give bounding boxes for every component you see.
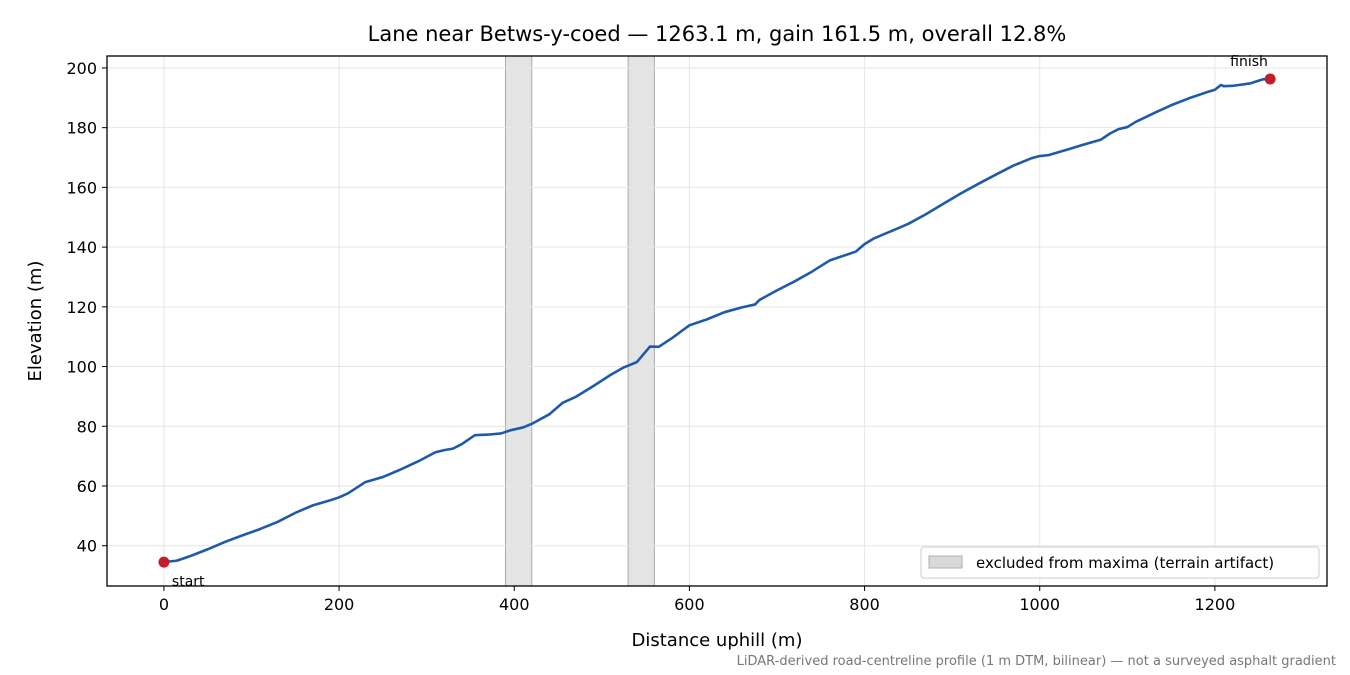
- finish-marker: [1264, 73, 1276, 85]
- x-tick-label: 1200: [1195, 595, 1236, 614]
- y-tick-label: 160: [66, 178, 97, 197]
- x-tick-label: 400: [499, 595, 530, 614]
- x-tick-label: 800: [849, 595, 880, 614]
- y-axis-label: Elevation (m): [25, 261, 46, 382]
- y-tick-label: 40: [77, 537, 97, 556]
- y-tick-label: 120: [66, 298, 97, 317]
- elevation-line: [162, 77, 1272, 564]
- x-tick-label: 0: [159, 595, 169, 614]
- x-axis-label: Distance uphill (m): [632, 630, 803, 651]
- footnote: LiDAR-derived road-centreline profile (1…: [737, 654, 1336, 669]
- y-tick-label: 100: [66, 358, 97, 377]
- legend-box: [920, 546, 1320, 579]
- excluded-band-1: [504, 55, 533, 587]
- x-tick-label: 600: [674, 595, 705, 614]
- x-tick-label: 200: [324, 595, 355, 614]
- start-label: start: [172, 574, 205, 590]
- legend-label: excluded from maxima (terrain artifact): [976, 554, 1274, 572]
- legend: excluded from maxima (terrain artifact): [920, 546, 1320, 579]
- legend-swatch: [928, 555, 963, 569]
- y-tick-label: 200: [66, 59, 97, 78]
- x-axis-ticks: 0 200 400 600 800 1000 1200: [159, 586, 1235, 614]
- plot-frame: [106, 55, 1328, 587]
- y-tick-label: 60: [77, 477, 97, 496]
- y-axis-ticks: 40 60 80 100 120 140 160 180 200: [66, 59, 107, 556]
- y-tick-label: 140: [66, 238, 97, 257]
- y-tick-label: 80: [77, 417, 97, 436]
- start-marker: [158, 556, 170, 568]
- y-tick-label: 180: [66, 119, 97, 138]
- chart-title: Lane near Betws-y-coed — 1263.1 m, gain …: [368, 22, 1067, 46]
- excluded-band-2: [627, 55, 655, 587]
- finish-label: finish: [1230, 54, 1268, 70]
- x-tick-label: 1000: [1019, 595, 1060, 614]
